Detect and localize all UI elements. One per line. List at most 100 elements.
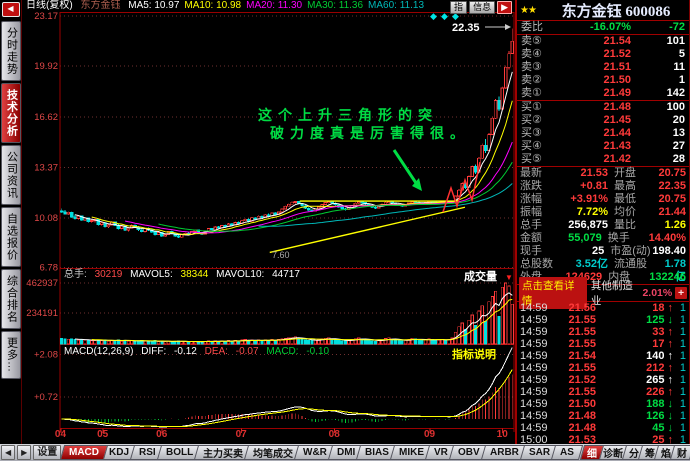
level-price: 21.44: [603, 127, 631, 139]
stat-value: 1.78亿: [664, 258, 686, 283]
info-button[interactable]: 信息: [469, 1, 496, 14]
quote-title-row: ★★ 东方金钰 600086: [517, 0, 689, 20]
mavol5-value: 38344: [180, 269, 209, 280]
stats-grid: 最新 21.53 开盘 20.75 涨跌 +0.81 最高 22.35 涨幅 +3.91% 最低 20…: [517, 166, 689, 284]
sidebar-tab-5[interactable]: 更多…: [0, 331, 21, 379]
trade-row: 14:59 21.54 140 ↑ 1: [517, 350, 689, 362]
trade-count: 1: [679, 398, 686, 410]
sidebar-tab-1[interactable]: 技术分析: [0, 83, 21, 143]
tick-trade-list[interactable]: 14:59 21.56 18 ↑ 1 14:59 21.55 125 ↓ 1 14:59 21.5…: [517, 302, 689, 444]
stat-label: 振幅: [520, 206, 542, 218]
kline-chart[interactable]: 23.17 19.92 16.62 13.37 10.08 6.78 462937 23419…: [22, 0, 515, 433]
sidebar-tab-2[interactable]: 公司资讯: [0, 145, 21, 205]
trade-time: 14:59: [520, 314, 548, 326]
sidebar-tab-0[interactable]: 分时走势: [0, 21, 21, 81]
trade-count: 1: [679, 422, 686, 434]
indicator-tab-label: VR: [434, 447, 449, 458]
trade-volume: 265 ↑: [646, 374, 673, 386]
scroll-right-button[interactable]: ▶: [17, 445, 32, 460]
trade-time: 14:59: [520, 410, 548, 422]
trade-volume: 17 ↑: [652, 338, 673, 350]
trade-count: 1: [679, 314, 686, 326]
indicator-help-link[interactable]: 指标说明: [452, 349, 496, 361]
level-qty: 27: [672, 140, 685, 152]
diff-line: [61, 347, 513, 428]
macd-layer: [61, 347, 513, 428]
pane-borders: [59, 12, 515, 433]
buy-level-row[interactable]: 买⑤ 21.42 28: [517, 153, 689, 166]
buy-level-row[interactable]: 买④ 21.43 27: [517, 140, 689, 153]
volume-value: 30219: [94, 269, 123, 280]
indicator-tab-label: SAR: [528, 447, 550, 458]
trade-price: 21.55: [568, 362, 596, 374]
level-qty: 100: [666, 101, 685, 113]
sell-level-row[interactable]: 卖③ 21.51 11: [517, 61, 689, 74]
trade-volume: 212 ↑: [646, 362, 673, 374]
settings-button[interactable]: 设置: [33, 445, 62, 460]
indicator-tab-label: MACD: [69, 447, 100, 458]
period-label: 日线(复权): [26, 0, 73, 11]
buy-level-row[interactable]: 买② 21.45 20: [517, 114, 689, 127]
level-label: 卖⑤: [521, 35, 542, 47]
level-qty: 20: [672, 114, 685, 126]
stat-value: 198.40: [652, 245, 686, 257]
price-axis-label: 16.62: [34, 112, 58, 123]
sell-level-row[interactable]: 卖① 21.49 142: [517, 87, 689, 100]
stat-value: 1.26: [664, 219, 686, 231]
volume-axis-label: 234191: [26, 308, 58, 319]
volume-pane-title: 成交量 ▼: [464, 271, 518, 284]
ma-label: MA30: 11.36: [307, 0, 364, 11]
sell-level-row[interactable]: 卖④ 21.52 5: [517, 48, 689, 61]
collapse-panel-icon[interactable]: ▶: [497, 1, 512, 14]
buy-level-row[interactable]: 买③ 21.44 13: [517, 127, 689, 140]
expand-plus-button[interactable]: +: [675, 287, 687, 299]
buy-level-row[interactable]: 买① 21.48 100: [517, 101, 689, 114]
indicator-tab-label: DMI: [337, 447, 356, 458]
scroll-left-button[interactable]: ◀: [1, 445, 16, 460]
sell-level-row[interactable]: 卖⑤ 21.54 101: [517, 35, 689, 48]
level-label: 买②: [521, 114, 542, 126]
mavol5-label: MAVOL5:: [130, 269, 173, 280]
macd-label: MACD:: [266, 346, 299, 357]
indicator-tab-macd[interactable]: MACD: [60, 445, 109, 460]
sidebar-tab-4[interactable]: 综合排名: [0, 269, 21, 329]
panel-tab-5[interactable]: 财: [669, 445, 690, 460]
trade-row: 15:00 21.53 25 ↑ 1: [517, 434, 689, 444]
level-label: 买③: [521, 127, 542, 139]
view-details-button[interactable]: 点击查看详情: [519, 277, 587, 309]
high-arrowhead: [505, 24, 511, 30]
level-label: 卖④: [521, 48, 542, 60]
dea-label: DEA:: [204, 346, 228, 357]
sector-name[interactable]: 其他制造业: [590, 280, 633, 307]
trade-price: 21.56: [568, 302, 596, 314]
trade-row: 14:59 21.48 45 ↓ 1: [517, 422, 689, 434]
trade-row: 14:59 21.50 188 ↓ 1: [517, 398, 689, 410]
level-label: 卖①: [521, 87, 542, 99]
stat-label: 最高: [614, 180, 636, 192]
volume-label: 总手:: [64, 269, 87, 280]
volume-header: 总手: 30219 MAVOL5: 38344 MAVOL10: 44717: [64, 269, 305, 281]
back-arrow-icon[interactable]: ◀: [1, 2, 20, 17]
indicator-tab-as[interactable]: AS: [550, 445, 584, 460]
trade-volume: 18 ↑: [652, 302, 673, 314]
weibi-row: 委比 -16.07% -72: [517, 20, 689, 35]
sidebar-tab-3[interactable]: 自选报价: [0, 207, 21, 267]
ma-labels: MA5: 10.97 MA10: 10.98 MA20: 11.30 MA30: 11…: [128, 0, 429, 11]
indicator-button[interactable]: 指: [450, 1, 468, 14]
stat-label: 开盘: [614, 167, 636, 179]
stat-label: 最新: [520, 167, 542, 179]
stat-label: 现手: [520, 245, 542, 257]
indicator-tab-label: 主力买卖: [203, 449, 244, 460]
quote-panel: ★★ 东方金钰 600086 委比 -16.07% -72 卖⑤ 21.54 101…: [515, 0, 690, 444]
stat-value: 21.53: [580, 167, 608, 179]
volume-pane-label: 成交量: [464, 271, 497, 283]
stock-name-label: 东方金钰: [80, 0, 121, 11]
stat-value: 132246: [649, 271, 686, 283]
ma-label: MA60: 11.13: [368, 0, 425, 11]
trade-count: 1: [679, 410, 686, 422]
diamond-marker-icon: ◆: [441, 11, 448, 21]
high-price-label: 22.35: [452, 22, 480, 34]
sell-level-row[interactable]: 卖② 21.50 1: [517, 74, 689, 87]
stat-label: 流通股: [614, 258, 647, 270]
